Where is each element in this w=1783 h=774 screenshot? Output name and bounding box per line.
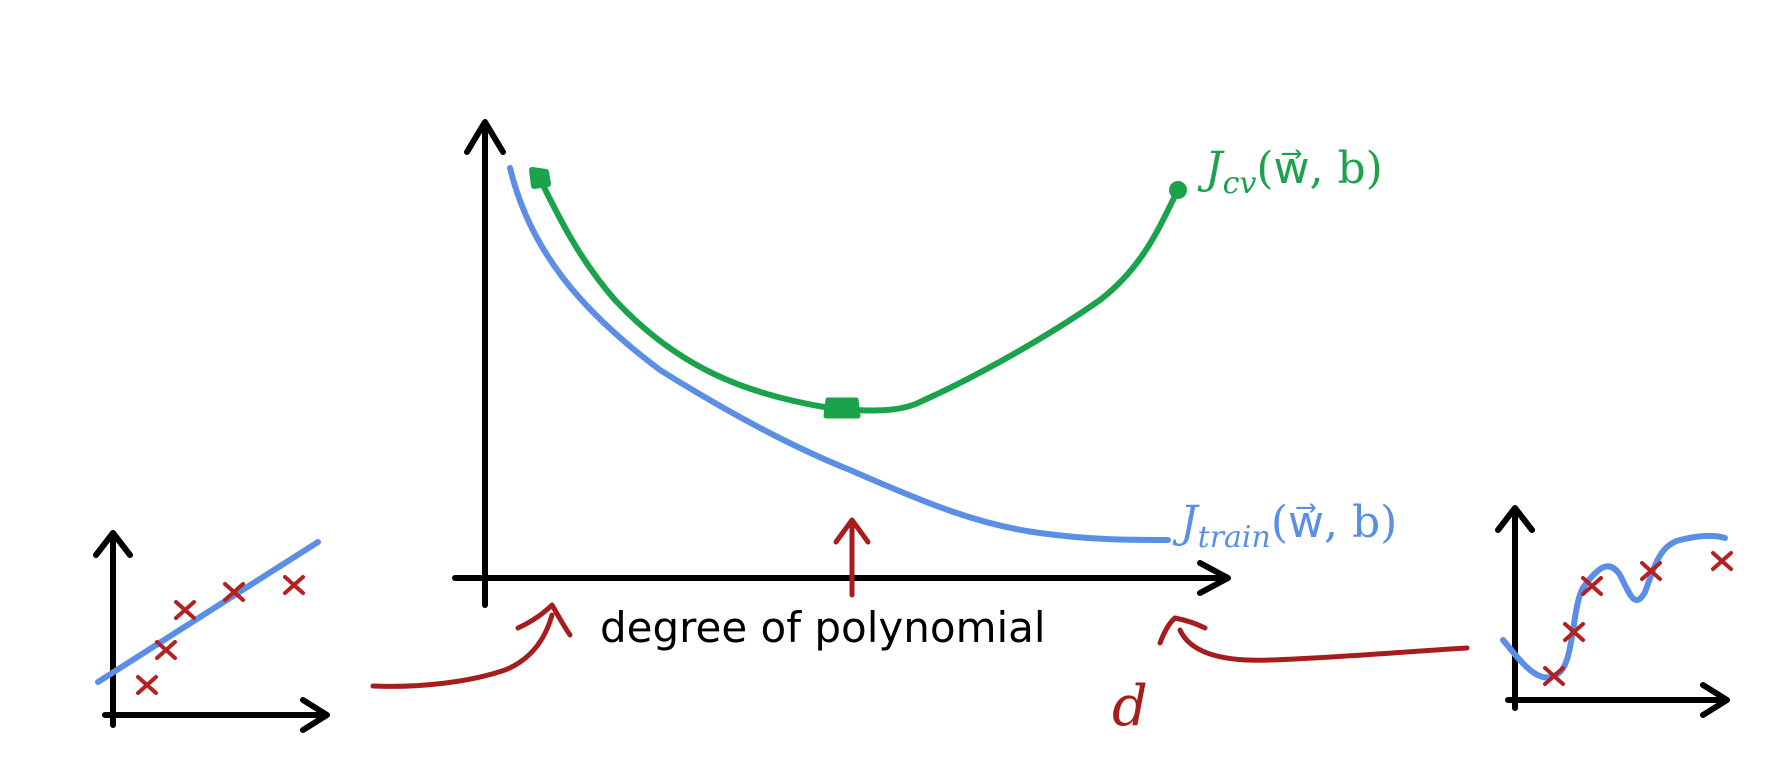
overfit-x-axis — [1505, 682, 1730, 718]
j-train-label-sub: train — [1198, 520, 1271, 555]
cv-point-low-degree — [529, 167, 551, 189]
data-marker — [1543, 666, 1565, 686]
data-marker — [1640, 561, 1662, 581]
main-x-arrowhead — [1197, 560, 1231, 596]
underfit-x-axis — [102, 697, 330, 733]
data-marker — [155, 640, 177, 660]
cv-point-optimal — [823, 397, 861, 419]
data-marker — [1711, 551, 1733, 571]
x-axis-label: degree of polynomial — [600, 603, 1046, 652]
underfit-pointer-arrow — [370, 612, 555, 689]
data-marker — [1563, 622, 1585, 642]
underfit-data-points — [136, 575, 305, 695]
j-cv-label-main: J — [1197, 143, 1225, 194]
overfit-pointer-arrow — [1177, 627, 1470, 663]
main-y-arrowhead — [464, 119, 506, 155]
data-marker — [1581, 576, 1603, 596]
overfit-pointer-arrowhead — [1157, 615, 1208, 646]
underfit-plot — [93, 530, 573, 733]
j-cv-curve — [535, 172, 1181, 414]
underfit-fit-line — [95, 539, 321, 685]
j-train-label: Jtrain(w⃗, b) — [1172, 497, 1397, 555]
overfit-plot — [1157, 505, 1733, 718]
j-train-curve — [507, 165, 1171, 543]
d-symbol: d — [1112, 674, 1148, 739]
overfit-y-axis — [1495, 505, 1535, 711]
cv-point-high-degree — [1169, 181, 1187, 199]
j-train-label-args: (w⃗, b) — [1271, 497, 1397, 548]
overfit-data-points — [1543, 551, 1733, 686]
j-cv-label: Jcv(w⃗, b) — [1197, 143, 1383, 201]
data-marker — [174, 600, 196, 620]
data-marker — [136, 675, 158, 695]
data-marker — [283, 575, 305, 595]
j-cv-label-sub: cv — [1223, 166, 1257, 201]
underfit-y-axis — [93, 530, 133, 728]
underfit-pointer-arrowhead — [515, 602, 573, 638]
data-marker — [223, 582, 245, 602]
main-plot: Jcv(w⃗, b) Jtrain(w⃗, b) degree of polyn… — [452, 119, 1397, 739]
j-cv-label-args: (w⃗, b) — [1256, 143, 1382, 194]
j-train-label-main: J — [1172, 497, 1200, 548]
optimal-degree-arrow — [833, 517, 871, 598]
overfit-fit-curve — [1500, 532, 1728, 681]
